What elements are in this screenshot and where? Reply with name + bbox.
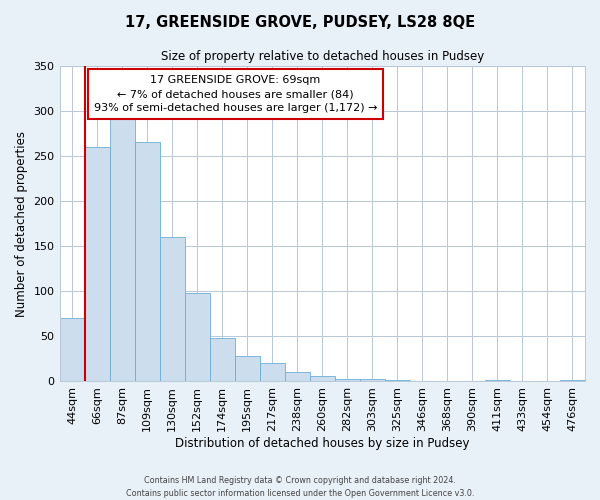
Text: Contains HM Land Registry data © Crown copyright and database right 2024.
Contai: Contains HM Land Registry data © Crown c…: [126, 476, 474, 498]
Text: 17 GREENSIDE GROVE: 69sqm
← 7% of detached houses are smaller (84)
93% of semi-d: 17 GREENSIDE GROVE: 69sqm ← 7% of detach…: [94, 75, 377, 113]
Bar: [110, 117, 134, 382]
Bar: [335, 379, 360, 382]
X-axis label: Distribution of detached houses by size in Pudsey: Distribution of detached houses by size …: [175, 437, 470, 450]
Bar: [385, 380, 410, 382]
Bar: [410, 380, 435, 382]
Bar: [209, 338, 235, 382]
Bar: [235, 356, 260, 382]
Bar: [85, 147, 110, 382]
Bar: [310, 376, 335, 382]
Y-axis label: Number of detached properties: Number of detached properties: [15, 130, 28, 316]
Bar: [260, 364, 285, 382]
Bar: [160, 237, 185, 382]
Bar: [134, 142, 160, 382]
Text: 17, GREENSIDE GROVE, PUDSEY, LS28 8QE: 17, GREENSIDE GROVE, PUDSEY, LS28 8QE: [125, 15, 475, 30]
Bar: [485, 380, 510, 382]
Bar: [560, 380, 585, 382]
Bar: [360, 379, 385, 382]
Bar: [185, 293, 209, 382]
Bar: [285, 372, 310, 382]
Title: Size of property relative to detached houses in Pudsey: Size of property relative to detached ho…: [161, 50, 484, 63]
Bar: [59, 318, 85, 382]
